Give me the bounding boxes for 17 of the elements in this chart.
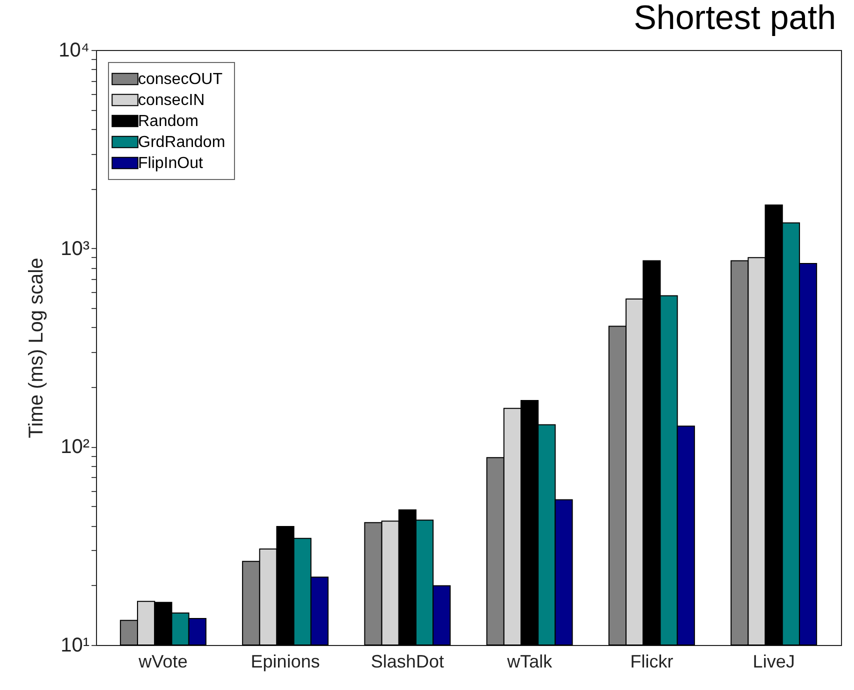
legend-label: consecIN <box>138 92 205 109</box>
x-tick-label: LiveJ <box>752 652 795 672</box>
legend-label: consecOUT <box>138 71 223 88</box>
legend-label: Random <box>138 113 198 130</box>
y-tick-label: 10¹ <box>60 634 90 656</box>
x-tick-label: wTalk <box>506 652 554 672</box>
y-axis-title: Time (ms) Log scale <box>26 258 48 438</box>
y-tick-label: 10³ <box>60 238 90 260</box>
chart-title: Shortest path <box>634 0 836 37</box>
x-tick-label: wVote <box>138 652 188 672</box>
x-tick-label: Flickr <box>630 652 674 672</box>
x-tick-label: Epinions <box>250 652 320 672</box>
y-tick-label: 10⁴ <box>58 40 90 62</box>
legend-label: GrdRandom <box>138 134 226 151</box>
legend-label: FlipInOut <box>138 155 204 172</box>
x-tick-label: SlashDot <box>370 652 444 672</box>
y-tick-label: 10² <box>60 436 90 458</box>
